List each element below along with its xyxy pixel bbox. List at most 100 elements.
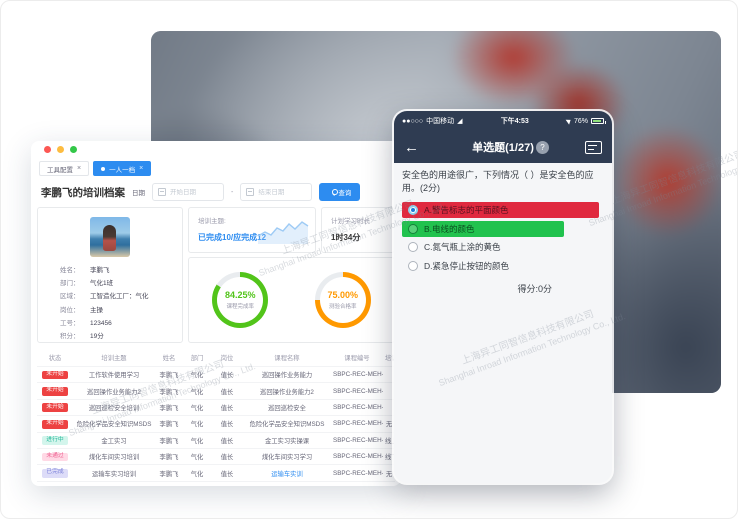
option-d[interactable]: D.紧急停止按钮的颜色 — [402, 258, 604, 274]
table-row[interactable]: 进行中 金工实习 李鹏飞 气化 值长 金工实习实操课 SBPC-REC-MEH-… — [37, 433, 395, 449]
start-date-field[interactable] — [152, 183, 224, 201]
cell-course: 巡回操作业务能力 — [261, 372, 313, 380]
cell-dept: 气化 — [190, 470, 204, 478]
status-badge: 未开始 — [42, 386, 68, 396]
cell-post: 值长 — [220, 372, 234, 380]
end-date-field[interactable] — [240, 183, 313, 201]
avatar — [90, 217, 130, 257]
status-right: 76% — [565, 117, 606, 125]
option-a-wrong-selected[interactable]: A.警告标志的平面颜色 — [402, 202, 599, 218]
score-label: 得分:0分 — [517, 283, 552, 294]
location-arrow-icon — [565, 117, 573, 125]
radio-icon[interactable] — [408, 223, 418, 234]
option-b-correct[interactable]: B.电线的颜色 — [402, 220, 564, 237]
table-row[interactable]: 未开始 危险化学品安全知识MSDS 李鹏飞 气化 值长 危险化学品安全知识MSD… — [37, 416, 395, 433]
question-text: 安全色的用途很广，下列情况（ ）是安全色的应用。(2分) — [402, 170, 594, 193]
window-controls — [44, 146, 77, 153]
header-name: 姓名 — [162, 355, 176, 362]
search-button[interactable]: 查询 — [319, 183, 361, 201]
profile-field-post: 岗位： 主操 — [60, 306, 103, 314]
back-arrow-icon[interactable]: ← — [404, 138, 419, 156]
tab-close-icon[interactable]: × — [77, 165, 82, 172]
phone-status-bar: ●●○○○ 中国移动 ◢ 下午4:53 76% — [394, 111, 612, 131]
cell-code: SBPC-REC-MEH-017 — [333, 469, 383, 477]
course-completion-value: 84.25% — [224, 290, 256, 300]
close-window-button[interactable] — [44, 146, 51, 153]
start-date-input[interactable] — [170, 188, 218, 196]
answer-sheet-icon[interactable] — [585, 140, 602, 154]
header-code: 课程编号 — [344, 355, 370, 362]
desktop-app-window: 工具配置 × 一人一档 × 李鹏飞的培训档案 日期 - 查 — [31, 141, 401, 486]
cell-dept: 气化 — [190, 421, 204, 429]
maximize-window-button[interactable] — [70, 146, 77, 153]
tab-close-icon[interactable]: × — [139, 165, 144, 172]
cell-course: 金工实习实操课 — [264, 437, 310, 445]
cell-topic: 巡回操作业务能力2 — [87, 388, 141, 396]
cell-mode: 无 — [385, 421, 393, 429]
profile-card: 姓名： 李鹏飞 部门： 气化1班 区域： 工智造化工厂：气化 岗位： 主操 工号： 123… — [37, 207, 183, 343]
option-d-label: D.紧急停止按钮的颜色 — [424, 260, 510, 271]
quiz-title: 单选题(1/27) — [472, 142, 534, 154]
radio-selected-icon[interactable] — [408, 205, 418, 215]
plan-label: 计划学习时长 — [331, 218, 370, 225]
exam-pass-value: 75.00% — [327, 290, 359, 300]
table-row[interactable]: 未开始 巡回巡检安全培训 李鹏飞 气化 值长 巡回巡检安全 SBPC-REC-M… — [37, 400, 395, 417]
cell-topic: 运输车实习培训 — [91, 470, 137, 478]
status-left: ●●○○○ 中国移动 ◢ — [402, 116, 463, 126]
cell-topic: 煤化车间实习培训 — [88, 454, 140, 462]
battery-icon — [591, 118, 606, 124]
end-date-input[interactable] — [258, 188, 307, 196]
cell-name: 李鹏飞 — [159, 421, 179, 429]
status-badge: 进行中 — [42, 436, 68, 445]
profile-field-area: 区域： 工智造化工厂：气化 — [60, 293, 149, 301]
table-header-row: 状态 培训主题 姓名 部门 岗位 课程名称 课程编号 培训方式 — [37, 349, 395, 367]
search-button-label: 查询 — [338, 190, 352, 197]
header-course: 课程名称 — [274, 355, 300, 362]
radio-icon[interactable] — [408, 242, 418, 252]
clock-label: 下午4:53 — [500, 118, 529, 125]
profile-fields: 姓名： 李鹏飞 部门： 气化1班 区域： 工智造化工厂：气化 岗位： 主操 工号： 123… — [60, 264, 176, 343]
cell-course[interactable]: 运输车实训 — [271, 470, 303, 478]
cell-code: SBPC-REC-MEH-017 — [333, 371, 383, 379]
cell-mode: 线上 — [385, 437, 395, 445]
table-row[interactable]: 未通过 煤化车间实习培训 李鹏飞 气化 值长 煤化车间实习学习 SBPC-REC… — [37, 449, 395, 466]
cell-mode: 无 — [385, 470, 393, 478]
status-badge: 未开始 — [42, 403, 68, 413]
header-post: 岗位 — [220, 355, 234, 362]
calendar-icon — [158, 188, 166, 196]
status-badge: 未通过 — [42, 452, 68, 462]
cell-code: SBPC-REC-MEH-017 — [333, 387, 383, 395]
table-body: 未开始 工作软件使用学习 李鹏飞 气化 值长 巡回操作业务能力 SBPC-REC… — [37, 367, 395, 482]
minimize-window-button[interactable] — [57, 146, 64, 153]
tab-tool-config[interactable]: 工具配置 × — [39, 161, 90, 176]
range-separator: - — [231, 188, 234, 196]
cell-dept: 气化 — [190, 404, 204, 412]
tab-bar: 工具配置 × 一人一档 × — [39, 161, 152, 176]
profile-field-points: 积分： 19分 — [60, 333, 104, 341]
table-row[interactable]: 未开始 工作软件使用学习 李鹏飞 气化 值长 巡回操作业务能力 SBPC-REC… — [37, 367, 395, 384]
cell-post: 值长 — [220, 454, 234, 462]
option-c-label: C.氮气瓶上涂的黄色 — [424, 242, 501, 252]
search-icon — [328, 188, 339, 196]
quiz-body: 安全色的用途很广，下列情况（ ）是安全色的应用。(2分) A.警告标志的平面颜色… — [394, 163, 612, 295]
table-row[interactable]: 未开始 巡回操作业务能力2 李鹏飞 气化 值长 巡回操作业务能力2 SBPC-R… — [37, 383, 395, 400]
help-icon[interactable]: ? — [536, 141, 549, 154]
status-badge: 未开始 — [42, 419, 68, 429]
radio-icon[interactable] — [408, 260, 418, 271]
cell-code: SBPC-REC-MEH-017 — [333, 436, 383, 444]
cell-post: 值长 — [220, 421, 234, 429]
cell-dept: 气化 — [190, 454, 204, 462]
cell-dept: 气化 — [190, 372, 204, 380]
cell-topic: 工作软件使用学习 — [88, 372, 140, 380]
option-c[interactable]: C.氮气瓶上涂的黄色 — [402, 239, 604, 255]
course-completion-label: 课程完成率 — [226, 304, 254, 310]
cell-topic: 金工实习 — [101, 437, 127, 445]
tab-one-person-one-file[interactable]: 一人一档 × — [93, 161, 152, 176]
cell-course: 巡回巡检安全 — [268, 404, 306, 412]
header-mode: 培训方式 — [385, 355, 395, 362]
signal-dots-icon: ●●○○○ — [402, 117, 424, 125]
cell-course: 危险化学品安全知识MSDS — [249, 421, 325, 429]
training-topic-card: 培训主题: 已完成10/应完成12 — [188, 207, 316, 253]
table-row[interactable]: 已完成 运输车实习培训 李鹏飞 气化 值长 运输车实训 SBPC-REC-MEH… — [37, 465, 395, 482]
